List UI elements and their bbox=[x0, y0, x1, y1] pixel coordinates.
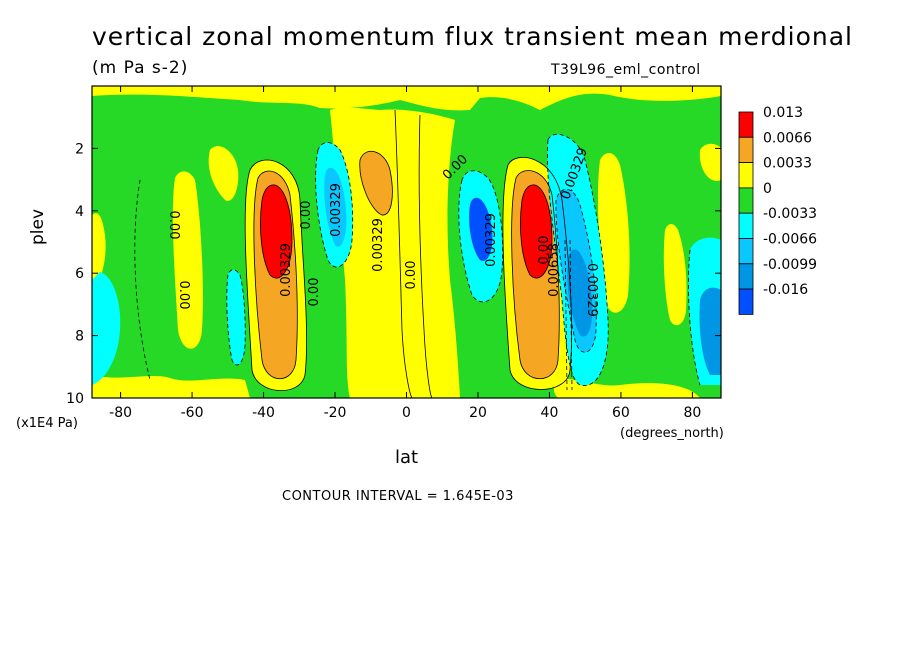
legend-swatch bbox=[738, 212, 754, 239]
field-positive-patch-6 bbox=[699, 143, 721, 181]
contour-line bbox=[555, 188, 597, 353]
contour-label: 0.00329 bbox=[584, 263, 599, 317]
contour-line bbox=[260, 184, 293, 279]
contour-fill-layer bbox=[92, 86, 721, 398]
y-axis-ticks: 2 4 6 8 10 bbox=[66, 141, 721, 407]
contour-label: 0.00 bbox=[299, 201, 314, 230]
legend-swatch bbox=[738, 187, 754, 214]
x-tick-label: 0 bbox=[402, 405, 411, 421]
y-tick-label: 6 bbox=[75, 266, 84, 282]
contour-line bbox=[688, 249, 701, 386]
field-negative-south-patch bbox=[226, 269, 246, 365]
y-tick-label: 8 bbox=[75, 329, 84, 345]
x-tick-label: -20 bbox=[324, 405, 347, 421]
contour-interval-label: CONTOUR INTERVAL = 1.645E-03 bbox=[282, 489, 514, 504]
x-tick-label: 40 bbox=[541, 405, 559, 421]
contour-line bbox=[511, 170, 560, 380]
contour-line bbox=[458, 170, 504, 303]
contour-label: 0.00329 bbox=[329, 183, 344, 237]
legend-label: 0.0066 bbox=[763, 130, 812, 146]
legend-label: -0.0033 bbox=[763, 206, 817, 222]
chart-title: vertical zonal momentum flux transient m… bbox=[92, 22, 853, 51]
contour-line bbox=[253, 170, 298, 379]
field-positive-patch-1 bbox=[172, 171, 203, 349]
contour-line bbox=[418, 114, 433, 398]
contour-line bbox=[359, 150, 393, 216]
field-positive-top-band bbox=[92, 86, 721, 111]
legend-swatch bbox=[738, 288, 754, 315]
field-positive-patch-3 bbox=[92, 375, 250, 398]
legend-swatch bbox=[738, 238, 754, 265]
legend-label: -0.016 bbox=[763, 282, 808, 298]
contour-line bbox=[315, 142, 354, 268]
legend-swatch bbox=[738, 263, 754, 290]
contour-label: 0.00 bbox=[404, 261, 419, 290]
field-positive-patch-4 bbox=[597, 153, 630, 313]
y-tick-label: 10 bbox=[66, 391, 84, 407]
x-tick-label: -40 bbox=[252, 405, 275, 421]
field-strong-negative-east bbox=[699, 287, 721, 375]
y-axis-units: (x1E4 Pa) bbox=[16, 416, 78, 431]
contour-line bbox=[520, 184, 553, 279]
contour-label: 0.00 bbox=[166, 211, 181, 240]
contour-label: 0.00 bbox=[537, 236, 552, 265]
legend-swatch bbox=[738, 136, 754, 164]
contour-label: 0.00329 bbox=[279, 243, 294, 297]
colorbar-legend: 0.013 0.0066 0.0033 0 -0.0033 -0.0066 -0.0099 -… bbox=[738, 105, 817, 315]
run-id-label: T39L96_eml_control bbox=[551, 62, 701, 78]
x-tick-label: 60 bbox=[612, 405, 630, 421]
negative-contours bbox=[134, 133, 701, 391]
legend-label: -0.0066 bbox=[763, 232, 817, 248]
contour-line bbox=[547, 133, 609, 386]
contour-line bbox=[134, 179, 151, 381]
legend-swatch bbox=[738, 162, 754, 189]
contour-label: 0.00658 bbox=[547, 243, 562, 297]
x-tick-label: -80 bbox=[109, 405, 132, 421]
field-stronger-negative-south bbox=[324, 167, 347, 247]
legend-label: -0.0099 bbox=[763, 257, 817, 273]
x-axis-ticks: -80 -60 -40 -20 0 20 40 60 80 bbox=[109, 86, 701, 421]
field-max-north bbox=[520, 184, 552, 279]
y-tick-label: 2 bbox=[75, 141, 84, 157]
field-strongest-negative bbox=[469, 197, 493, 261]
contour-label: 0.00 bbox=[307, 278, 322, 307]
contour-line bbox=[244, 159, 308, 391]
contour-line bbox=[502, 157, 573, 390]
units-label: (m Pa s-2) bbox=[92, 58, 189, 78]
x-tick-label: -60 bbox=[181, 405, 204, 421]
legend-label: 0.0033 bbox=[763, 156, 812, 172]
x-tick-label: 80 bbox=[683, 405, 701, 421]
field-positive-patch-7 bbox=[92, 213, 106, 290]
field-strong-negative-north bbox=[567, 249, 593, 337]
x-axis-units: (degrees_north) bbox=[620, 426, 724, 441]
field-moderate-positive-equator bbox=[359, 151, 393, 216]
legend-label: 0 bbox=[763, 181, 772, 197]
contour-line bbox=[394, 109, 413, 398]
contour-label: 0.00329 bbox=[484, 213, 499, 267]
y-tick-label: 4 bbox=[75, 204, 84, 220]
contour-label: 0.00 bbox=[176, 281, 191, 310]
legend-label: 0.013 bbox=[763, 105, 803, 121]
legend-swatch bbox=[738, 111, 754, 138]
field-max-south bbox=[260, 184, 292, 279]
contour-label: 0.00329 bbox=[371, 218, 386, 272]
positive-contours bbox=[244, 109, 573, 398]
field-positive-patch-2 bbox=[208, 146, 239, 201]
field-positive-patch-5 bbox=[663, 224, 687, 326]
field-negative-west-edge bbox=[92, 272, 121, 385]
contour-line bbox=[226, 269, 246, 366]
x-tick-label: 20 bbox=[469, 405, 487, 421]
x-axis-label: lat bbox=[395, 447, 419, 468]
